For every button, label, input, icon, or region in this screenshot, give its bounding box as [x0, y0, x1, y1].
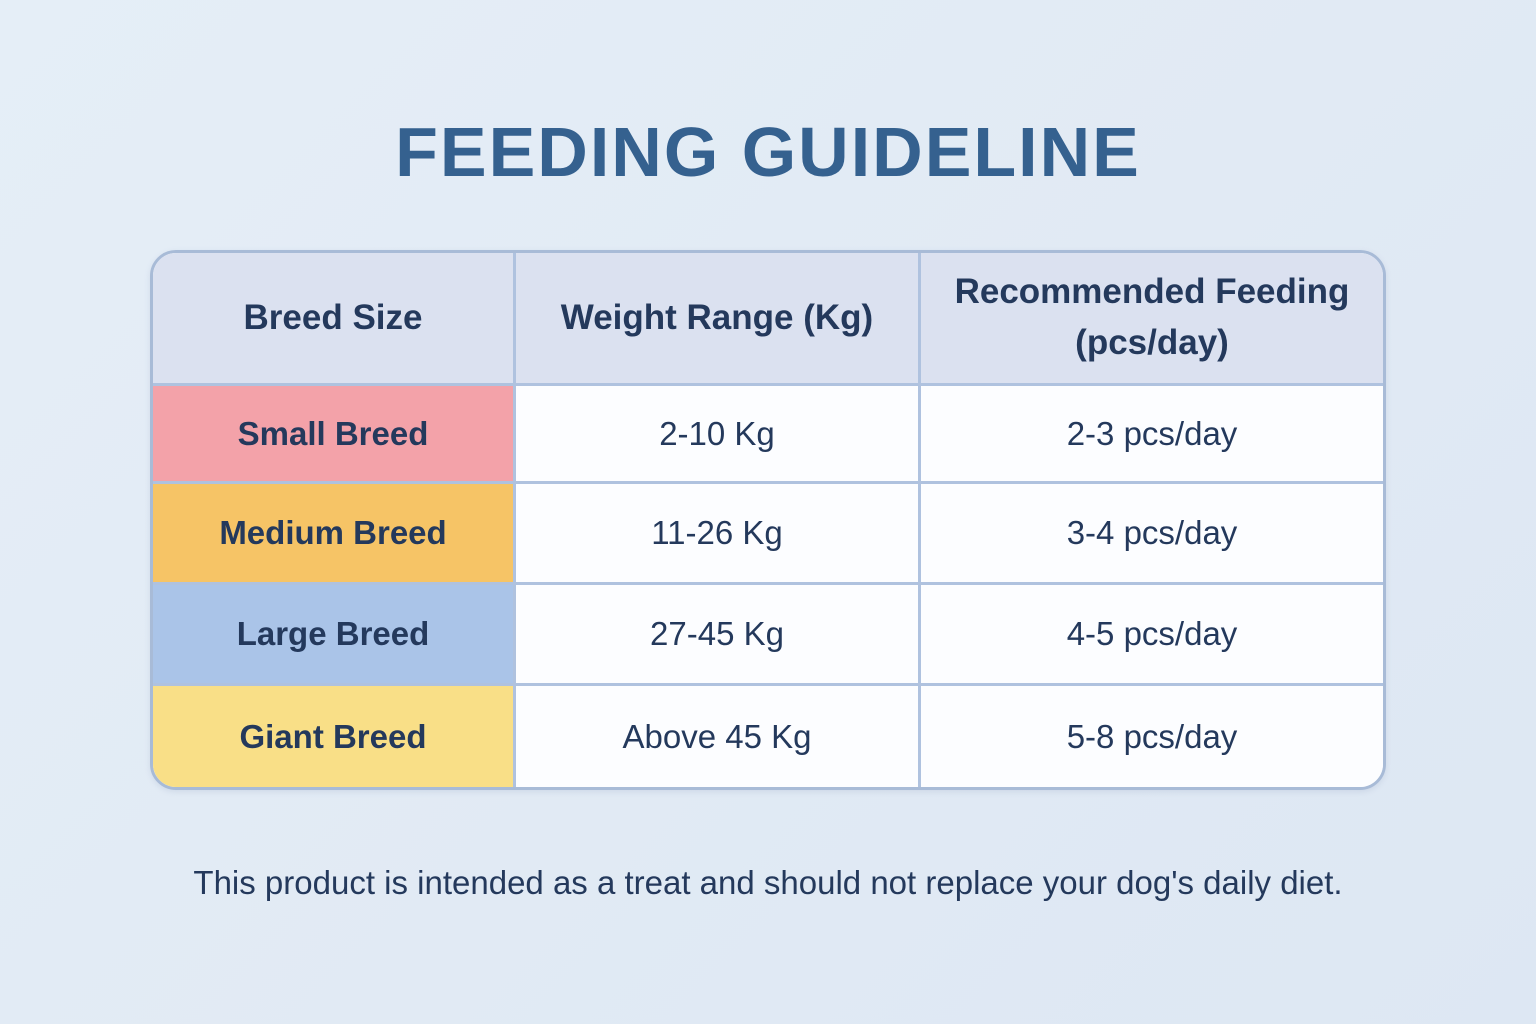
page-title: FEEDING GUIDELINE: [395, 113, 1141, 191]
breed-cell-large: Large Breed: [153, 585, 516, 686]
breed-cell-giant: Giant Breed: [153, 686, 516, 787]
feeding-cell-large: 4-5 pcs/day: [921, 585, 1383, 686]
column-header-recommended-feeding: Recommended Feeding (pcs/day): [921, 253, 1383, 386]
feeding-guideline-table: Breed Size Weight Range (Kg) Recommended…: [150, 250, 1386, 790]
column-header-breed-size: Breed Size: [153, 253, 516, 386]
weight-cell-medium: 11-26 Kg: [516, 484, 921, 585]
weight-cell-small: 2-10 Kg: [516, 386, 921, 484]
feeding-cell-giant: 5-8 pcs/day: [921, 686, 1383, 787]
footer-disclaimer: This product is intended as a treat and …: [193, 864, 1343, 901]
column-header-weight-range: Weight Range (Kg): [516, 253, 921, 386]
feeding-cell-small: 2-3 pcs/day: [921, 386, 1383, 484]
weight-cell-giant: Above 45 Kg: [516, 686, 921, 787]
weight-cell-large: 27-45 Kg: [516, 585, 921, 686]
breed-cell-small: Small Breed: [153, 386, 516, 484]
breed-cell-medium: Medium Breed: [153, 484, 516, 585]
feeding-cell-medium: 3-4 pcs/day: [921, 484, 1383, 585]
